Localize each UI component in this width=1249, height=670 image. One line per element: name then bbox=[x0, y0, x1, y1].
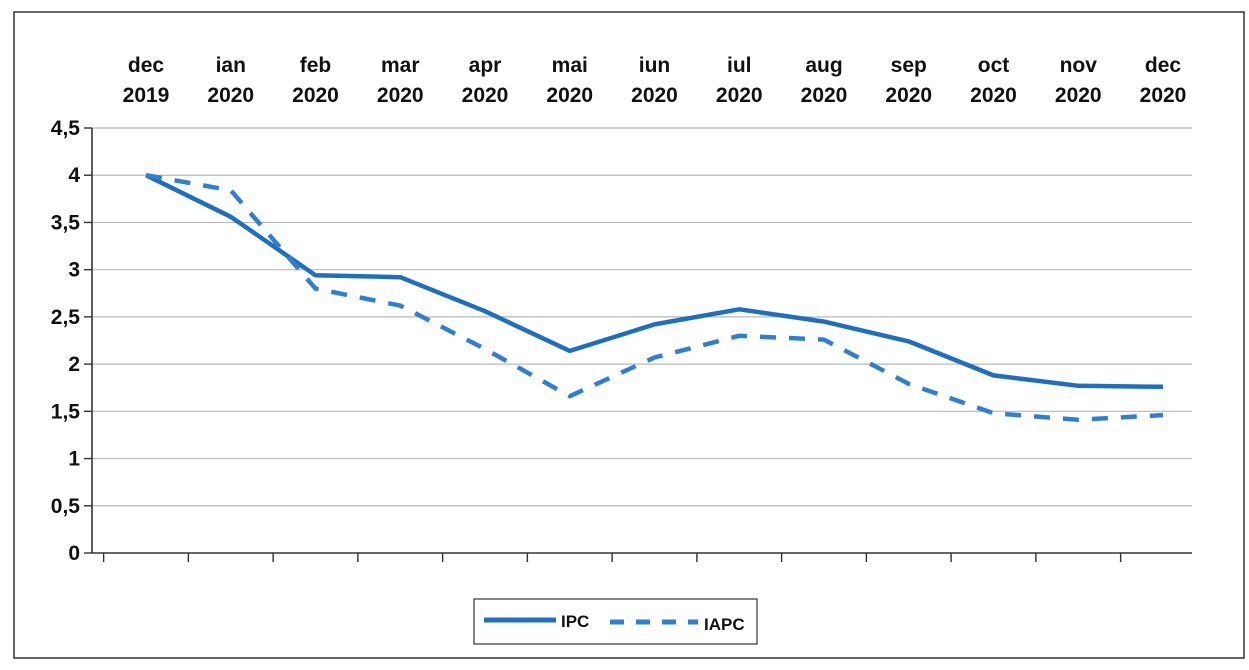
y-tick-label: 3,5 bbox=[51, 211, 81, 234]
x-tick-label-month: oct bbox=[978, 54, 1010, 77]
x-tick-label: dec 2020 bbox=[1140, 54, 1187, 107]
legend-label-ipc: IPC bbox=[561, 612, 589, 631]
x-tick-label-year: 2020 bbox=[377, 84, 424, 107]
y-tick-label: 2 bbox=[68, 353, 80, 376]
series-line-ipc bbox=[145, 173, 1164, 390]
y-tick-label: 1,5 bbox=[51, 400, 81, 423]
y-tick-label: 3 bbox=[68, 259, 80, 282]
series-layer bbox=[145, 172, 1164, 423]
x-tick-label-month: mar bbox=[381, 54, 420, 77]
x-tick-label-month: iun bbox=[639, 54, 671, 77]
x-tick-label-month: iul bbox=[727, 54, 752, 77]
x-tick-label: ian 2020 bbox=[207, 54, 254, 107]
x-tick-label: feb 2020 bbox=[292, 54, 339, 107]
x-tick-label-year: 2020 bbox=[207, 84, 254, 107]
x-axis-labels: dec 2019 ian 2020 feb 2020 mar 2020 apr 2020 mai 20… bbox=[123, 54, 1187, 107]
gridlines bbox=[92, 127, 1192, 507]
x-tick-label-year: 2020 bbox=[546, 84, 593, 107]
y-tick-label: 1 bbox=[68, 448, 80, 471]
x-tick-label-month: apr bbox=[469, 54, 502, 77]
x-tick-label-month: dec bbox=[1145, 54, 1182, 77]
x-tick-label-month: nov bbox=[1060, 54, 1098, 77]
x-tick-label-year: 2020 bbox=[462, 84, 509, 107]
x-tick-label: mar 2020 bbox=[377, 54, 424, 107]
x-tick-label-year: 2020 bbox=[801, 84, 848, 107]
x-tick-label-year: 2020 bbox=[885, 84, 932, 107]
x-tick-label-month: mai bbox=[552, 54, 588, 77]
x-tick-label: dec 2019 bbox=[123, 54, 170, 107]
y-tick-label: 0 bbox=[68, 542, 80, 565]
x-tick-label-month: ian bbox=[216, 54, 246, 77]
axes bbox=[91, 128, 1192, 562]
x-tick-label: nov 2020 bbox=[1055, 54, 1102, 107]
legend: IPC IAPC bbox=[473, 598, 758, 645]
x-tick-label-year: 2019 bbox=[123, 84, 170, 107]
x-tick-label: apr 2020 bbox=[462, 54, 509, 107]
x-tick-label-year: 2020 bbox=[631, 84, 678, 107]
x-tick-label: oct 2020 bbox=[970, 54, 1017, 107]
y-tick-label: 0,5 bbox=[51, 495, 81, 518]
x-tick-label: aug 2020 bbox=[801, 54, 848, 107]
x-tick-label-year: 2020 bbox=[292, 84, 339, 107]
x-tick-label-year: 2020 bbox=[1055, 84, 1102, 107]
page-border bbox=[13, 11, 1245, 659]
x-tick-label: mai 2020 bbox=[546, 54, 593, 107]
x-tick-label: iul 2020 bbox=[716, 54, 763, 107]
x-tick-label-month: aug bbox=[805, 54, 842, 77]
x-tick-label-month: feb bbox=[300, 54, 332, 77]
x-tick-label-month: dec bbox=[128, 54, 165, 77]
y-tick-label: 2,5 bbox=[51, 306, 81, 329]
x-tick-label: sep 2020 bbox=[885, 54, 932, 107]
x-tick-label-year: 2020 bbox=[970, 84, 1017, 107]
y-axis-ticks: 0 0,5 1 1,5 2 2,5 3 3,5 4 4,5 bbox=[51, 117, 92, 565]
y-tick-label: 4 bbox=[68, 164, 80, 187]
x-tick-label: iun 2020 bbox=[631, 54, 678, 107]
x-tick-label-year: 2020 bbox=[716, 84, 763, 107]
legend-label-iapc: IAPC bbox=[704, 615, 745, 634]
y-tick-label: 4,5 bbox=[51, 117, 81, 140]
series-line-iapc bbox=[145, 172, 1164, 423]
x-tick-label-month: sep bbox=[891, 54, 927, 77]
x-tick-label-year: 2020 bbox=[1140, 84, 1187, 107]
